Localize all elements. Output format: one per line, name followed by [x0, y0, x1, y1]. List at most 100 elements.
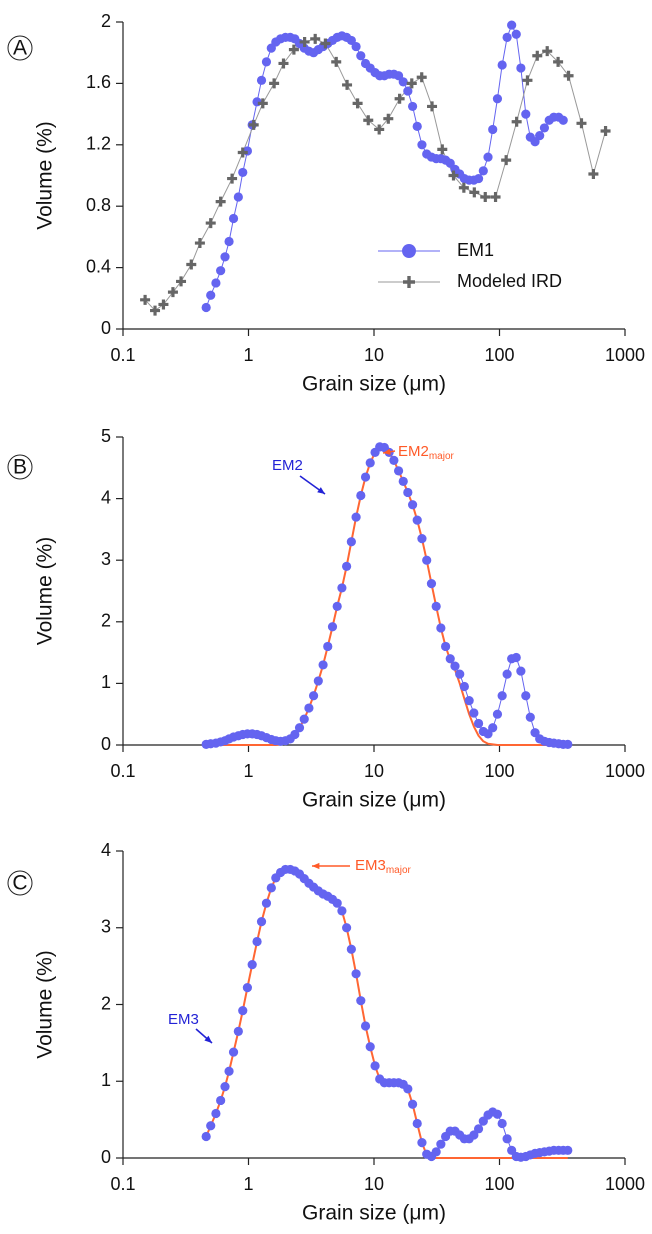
- data-point: [389, 455, 399, 466]
- data-point: [488, 723, 498, 733]
- data-point: [261, 898, 272, 908]
- data-point: [488, 124, 498, 135]
- data-point: [455, 669, 465, 679]
- data-point: [511, 652, 521, 663]
- data-point: [211, 1108, 221, 1119]
- data-point: [483, 152, 493, 162]
- data-point: [563, 70, 574, 81]
- annotation: EM3: [168, 1011, 199, 1028]
- data-point: [299, 36, 310, 47]
- x-tick-label: 0.1: [110, 761, 135, 781]
- data-point: [331, 56, 342, 67]
- legend-label: Modeled IRD: [457, 271, 562, 291]
- data-point: [247, 959, 257, 970]
- annotation-arrowhead: [317, 487, 325, 494]
- x-tick-label: 1: [243, 345, 253, 365]
- data-point: [206, 1121, 216, 1131]
- x-tick-label: 1: [243, 761, 253, 781]
- data-point: [176, 276, 187, 287]
- y-tick-label: 0.8: [86, 195, 111, 215]
- data-point: [497, 60, 507, 70]
- data-point: [407, 1099, 418, 1109]
- data-point: [227, 173, 238, 184]
- series-line: [205, 868, 568, 1159]
- data-point: [427, 101, 438, 112]
- data-point: [342, 79, 353, 90]
- data-point: [290, 729, 300, 740]
- data-point: [167, 287, 178, 298]
- data-point: [363, 115, 374, 126]
- x-tick-label: 1000: [605, 1174, 645, 1194]
- series-line: [206, 445, 568, 746]
- data-point: [412, 121, 422, 131]
- x-axis-title: Grain size (μm): [302, 789, 446, 812]
- data-point: [436, 1139, 446, 1149]
- panel-label: A: [13, 37, 27, 60]
- y-tick-label: 0: [101, 734, 111, 754]
- data-point: [502, 669, 512, 679]
- x-tick-label: 100: [484, 1174, 514, 1194]
- data-point: [256, 75, 267, 85]
- data-point: [492, 709, 503, 719]
- data-point: [215, 196, 226, 207]
- data-point: [501, 155, 512, 166]
- data-point: [492, 1109, 503, 1119]
- data-point: [140, 294, 151, 305]
- data-point: [588, 168, 599, 179]
- data-point: [511, 116, 522, 127]
- annotation-subscript: major: [386, 865, 412, 876]
- annotation-arrowhead: [204, 1035, 212, 1043]
- data-point: [398, 77, 408, 87]
- data-point: [417, 1138, 427, 1148]
- data-point: [502, 32, 512, 42]
- y-tick-label: 5: [101, 426, 111, 446]
- data-point: [346, 944, 356, 954]
- panel-badge: [7, 35, 33, 61]
- data-point: [403, 86, 413, 96]
- data-point: [237, 147, 248, 158]
- annotation-text: EM3: [355, 857, 386, 874]
- data-point: [437, 144, 448, 155]
- data-point: [320, 38, 331, 49]
- data-point: [522, 75, 533, 86]
- data-point: [507, 20, 517, 30]
- data-point: [417, 140, 427, 150]
- data-point: [248, 119, 259, 130]
- y-tick-label: 1: [101, 672, 111, 692]
- x-tick-label: 0.1: [110, 345, 135, 365]
- data-point: [502, 1134, 512, 1144]
- data-point: [342, 561, 352, 571]
- data-point: [558, 115, 568, 125]
- data-point: [304, 703, 314, 713]
- data-point: [383, 113, 394, 124]
- data-point: [327, 622, 338, 632]
- data-point: [431, 601, 441, 612]
- legend-marker: [402, 244, 416, 258]
- annotation-text: EM2: [398, 443, 429, 460]
- data-point: [360, 472, 371, 482]
- y-tick-label: 4: [101, 487, 111, 507]
- data-point: [403, 1084, 413, 1094]
- data-point: [342, 923, 352, 933]
- data-point: [473, 173, 484, 184]
- data-point: [224, 1066, 234, 1076]
- data-point: [356, 996, 366, 1006]
- data-point: [201, 1131, 211, 1142]
- data-point: [535, 130, 545, 141]
- data-point: [542, 46, 553, 57]
- data-point: [426, 579, 437, 589]
- data-point: [422, 555, 432, 565]
- data-point: [600, 125, 611, 136]
- data-point: [332, 898, 342, 908]
- data-point: [256, 917, 267, 927]
- data-point: [417, 534, 427, 544]
- data-point: [299, 714, 309, 724]
- data-point: [211, 278, 221, 288]
- data-point: [412, 515, 422, 525]
- y-axis-title: Volume (%): [34, 537, 57, 646]
- annotation-text: EM3: [168, 1011, 199, 1028]
- panel-badge: [7, 870, 33, 896]
- data-point: [233, 192, 243, 202]
- y-tick-label: 0: [101, 1147, 111, 1167]
